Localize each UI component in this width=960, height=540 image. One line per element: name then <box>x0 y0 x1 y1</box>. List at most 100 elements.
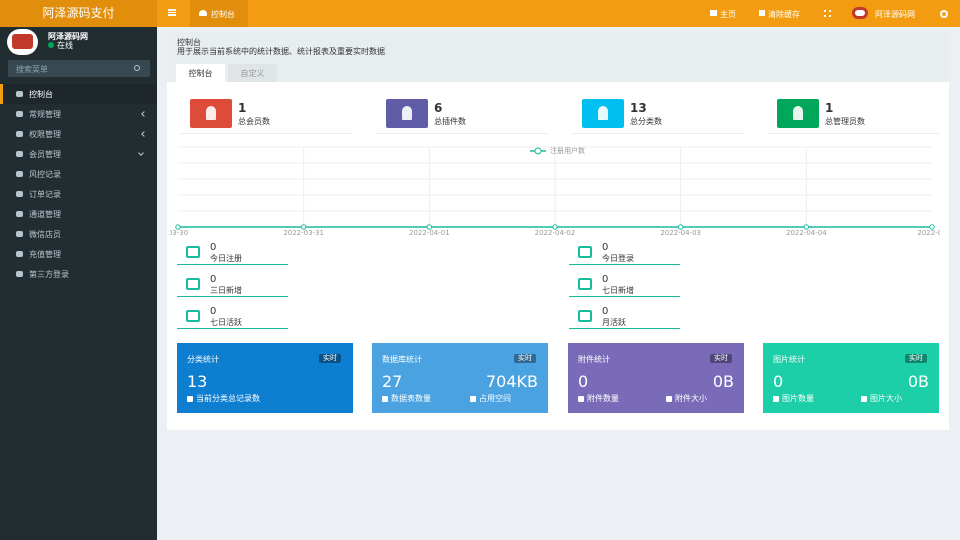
stat-label: 总管理员数 <box>825 117 865 126</box>
small-stat-label: 今日登录 <box>602 254 634 263</box>
small-stat-value: 0 <box>602 274 609 285</box>
card-value: 0B <box>907 372 929 391</box>
menu-item[interactable]: 第三方登录 <box>29 270 69 279</box>
menu-item[interactable]: 微信店员 <box>29 230 61 239</box>
card-badge: 实时 <box>710 354 732 363</box>
card-value: 704KB <box>485 372 538 391</box>
menu-icon <box>16 251 23 257</box>
menu-toggle[interactable] <box>168 9 176 16</box>
stat-box <box>767 94 939 134</box>
card-value: 13 <box>187 372 208 391</box>
search-box[interactable] <box>8 60 150 77</box>
menu-icon <box>16 231 23 237</box>
avatar-mark <box>12 34 33 49</box>
user-name: 阿泽源码网 <box>48 32 88 41</box>
small-stat-value: 0 <box>210 242 217 253</box>
logo[interactable]: 阿泽源码支付 <box>0 0 157 27</box>
card-footer-icon <box>666 396 672 402</box>
stat-icon-glyph <box>206 106 216 120</box>
small-stat-icon <box>186 246 200 258</box>
card-footer-label: 图片数量 <box>782 394 814 403</box>
stat-icon-glyph <box>793 106 803 120</box>
page-title: 控制台 <box>177 38 201 47</box>
legend-marker <box>534 147 542 155</box>
stat-value: 6 <box>434 101 443 115</box>
small-stat-icon <box>578 310 592 322</box>
small-stat-label: 今日注册 <box>210 254 242 263</box>
card-badge: 实时 <box>319 354 341 363</box>
card-title: 数据库统计 <box>382 355 422 364</box>
small-stat-label: 三日新增 <box>210 286 242 295</box>
x-tick-label: 2022-04-01 <box>409 229 450 237</box>
small-stat-value: 0 <box>602 306 609 317</box>
x-tick-label: 2022-04-03 <box>660 229 701 237</box>
line-chart: 03-30 2022-03-31 2022-04-01 2022-04-02 2022-… <box>170 146 940 237</box>
tab[interactable] <box>176 64 225 82</box>
menu-active <box>0 84 157 104</box>
top-link[interactable]: 主页 <box>720 10 736 19</box>
menu-icon <box>16 271 23 277</box>
card-footer-label: 图片大小 <box>870 394 902 403</box>
search-placeholder[interactable]: 搜索菜单 <box>16 65 48 74</box>
point <box>426 224 433 230</box>
small-stat-label: 七日新增 <box>602 286 634 295</box>
menu-item[interactable]: 充值管理 <box>29 250 61 259</box>
menu-item[interactable]: 常规管理 <box>29 110 61 119</box>
stat-box <box>180 94 352 134</box>
sidebar <box>0 27 157 540</box>
stat-label: 总分类数 <box>630 117 662 126</box>
x-tick-label: 2022-04-02 <box>535 229 576 237</box>
card-value: 0B <box>712 372 734 391</box>
card-badge: 实时 <box>905 354 927 363</box>
point <box>929 224 935 230</box>
menu-item[interactable]: 会员管理 <box>29 150 61 159</box>
card-title: 附件统计 <box>578 355 610 364</box>
page-subtitle: 用于展示当前系统中的统计数据、统计报表及重要实时数据 <box>177 47 385 56</box>
stat-icon-glyph <box>598 106 608 120</box>
legend-label: 注册用户数 <box>550 146 585 155</box>
topbar <box>0 0 960 27</box>
stat-icon-glyph <box>402 106 412 120</box>
top-link[interactable]: 清除缓存 <box>768 10 800 19</box>
card-value: 0 <box>773 372 784 391</box>
menu-icon <box>16 211 23 217</box>
settings-icon[interactable] <box>940 10 948 18</box>
card-footer-label: 附件数量 <box>587 394 619 403</box>
tab[interactable] <box>228 64 277 82</box>
menu-item[interactable]: 权限管理 <box>29 130 61 139</box>
menu-item[interactable]: 控制台 <box>29 90 53 99</box>
point <box>803 224 810 230</box>
tab-label[interactable]: 控制台 <box>188 69 213 78</box>
top-tab-label[interactable]: 控制台 <box>211 10 235 19</box>
stat-box <box>572 94 744 134</box>
menu-icon <box>16 191 23 197</box>
x-tick-label: 2022-04 <box>917 229 940 237</box>
stat-box <box>376 94 548 134</box>
card-footer-icon <box>470 396 476 402</box>
card-footer-icon <box>861 396 867 402</box>
small-stat-underline <box>177 328 288 329</box>
menu-item[interactable]: 订单记录 <box>29 190 61 199</box>
stat-card <box>568 343 744 413</box>
fullscreen-icon[interactable] <box>824 10 831 17</box>
small-stat-value: 0 <box>602 242 609 253</box>
menu-item[interactable]: 通道管理 <box>29 210 61 219</box>
menu-icon <box>16 151 23 157</box>
card-value: 0 <box>578 372 589 391</box>
stat-card <box>763 343 939 413</box>
card-title: 分类统计 <box>187 355 219 364</box>
top-avatar[interactable] <box>852 7 868 19</box>
tab-label[interactable]: 自定义 <box>240 69 265 78</box>
top-user[interactable]: 阿泽源码网 <box>875 10 915 19</box>
stat-label: 总会员数 <box>238 117 270 126</box>
menu-item[interactable]: 风控记录 <box>29 170 61 179</box>
small-stat-icon <box>578 278 592 290</box>
trash-icon <box>759 10 765 16</box>
small-stat-label: 月活跃 <box>602 318 626 327</box>
x-tick-label: 2022-03-31 <box>283 229 324 237</box>
stat-card <box>177 343 353 413</box>
top-tab-icon <box>199 10 207 16</box>
small-stat-value: 0 <box>210 274 217 285</box>
small-stat-underline <box>569 296 680 297</box>
